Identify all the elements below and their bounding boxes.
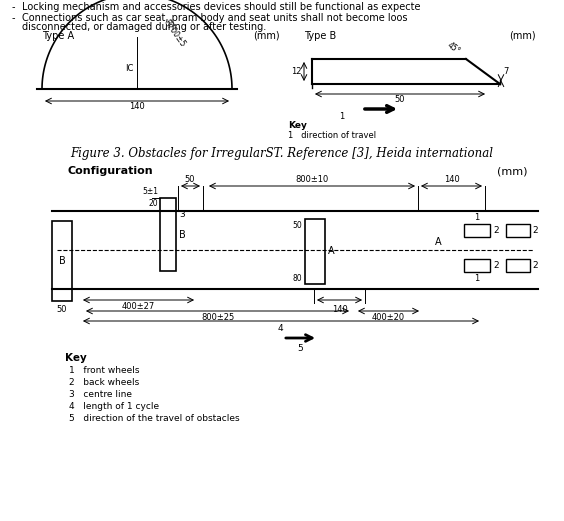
Text: 3: 3: [179, 210, 185, 219]
Text: (mm): (mm): [497, 166, 528, 176]
Text: -: -: [12, 13, 15, 23]
Text: 50: 50: [395, 95, 406, 104]
Text: 4: 4: [277, 324, 283, 333]
Text: 45°: 45°: [446, 41, 462, 56]
Text: 140: 140: [129, 102, 145, 111]
Text: Locking mechanism and accessories devices should still be functional as expecte: Locking mechanism and accessories device…: [22, 2, 421, 12]
Text: R700±5: R700±5: [161, 18, 187, 49]
Text: 2: 2: [532, 261, 537, 270]
Text: 140: 140: [332, 305, 348, 314]
Text: 1: 1: [474, 213, 479, 222]
Text: -: -: [12, 2, 15, 12]
Text: 1   direction of travel: 1 direction of travel: [288, 131, 376, 140]
Text: 50: 50: [57, 305, 67, 314]
Text: 400±27: 400±27: [121, 302, 155, 311]
Text: (mm): (mm): [253, 31, 280, 41]
Text: 2   back wheels: 2 back wheels: [69, 378, 139, 387]
Text: IC: IC: [125, 64, 133, 73]
Text: 4   length of 1 cycle: 4 length of 1 cycle: [69, 402, 159, 411]
Bar: [464, 259, 490, 272]
Text: 140: 140: [444, 175, 460, 184]
Text: 80: 80: [292, 274, 302, 283]
Bar: [506, 224, 530, 237]
Text: disconnected, or damaged during or after testing.: disconnected, or damaged during or after…: [22, 22, 266, 32]
Text: Key: Key: [65, 353, 87, 363]
Text: 7: 7: [503, 67, 508, 76]
Bar: [305, 219, 325, 284]
Text: 2: 2: [493, 226, 499, 235]
Text: 1: 1: [340, 112, 345, 121]
Bar: [506, 259, 530, 272]
Text: 1   front wheels: 1 front wheels: [69, 366, 139, 375]
Text: (mm): (mm): [509, 31, 536, 41]
Text: 12: 12: [292, 67, 302, 76]
Text: A: A: [328, 246, 334, 256]
Text: 5: 5: [297, 344, 303, 353]
Text: 3   centre line: 3 centre line: [69, 390, 132, 399]
Text: 5   direction of the travel of obstacles: 5 direction of the travel of obstacles: [69, 414, 240, 423]
Text: Type B: Type B: [304, 31, 336, 41]
Text: 20: 20: [148, 199, 158, 208]
Text: Connections such as car seat, pram body and seat units shall not become loos: Connections such as car seat, pram body …: [22, 13, 408, 23]
Text: A: A: [435, 237, 441, 247]
Text: 800±10: 800±10: [296, 175, 329, 184]
Text: Configuration: Configuration: [68, 166, 153, 176]
Text: 1: 1: [474, 274, 479, 283]
Text: 50: 50: [292, 221, 302, 230]
Text: 5±1: 5±1: [142, 187, 158, 196]
Bar: [464, 224, 490, 237]
Text: Key: Key: [288, 121, 307, 130]
Text: 800±25: 800±25: [201, 313, 235, 322]
Text: B: B: [179, 229, 186, 240]
Bar: [160, 198, 176, 271]
Text: B: B: [59, 256, 65, 266]
Text: 2: 2: [493, 261, 499, 270]
Text: Type A: Type A: [42, 31, 74, 41]
Text: Figure 3. Obstacles for IrregularST. Reference [3], Heida international: Figure 3. Obstacles for IrregularST. Ref…: [70, 147, 494, 160]
Text: 400±20: 400±20: [372, 313, 404, 322]
Text: 2: 2: [532, 226, 537, 235]
Bar: [52, 221, 72, 301]
Text: 50: 50: [185, 175, 195, 184]
